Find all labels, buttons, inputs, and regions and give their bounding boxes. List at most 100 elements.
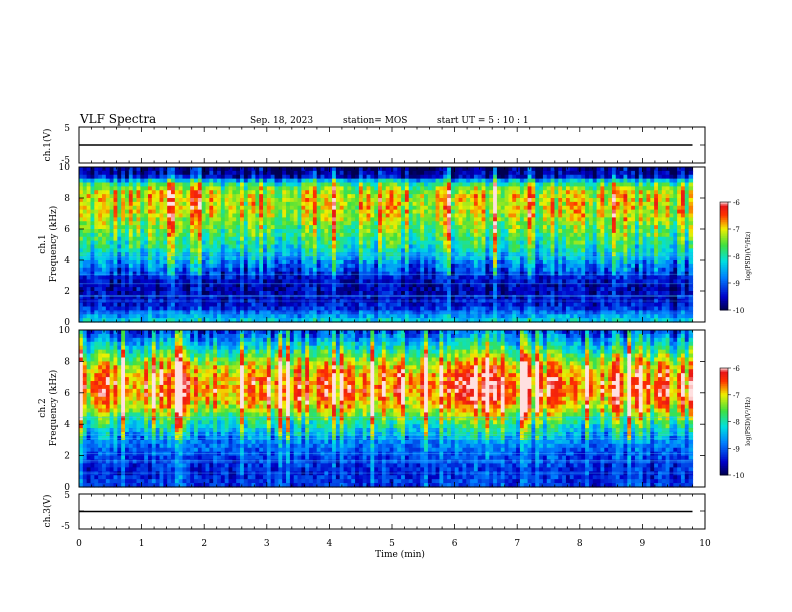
ch1-spectrogram-cell bbox=[431, 201, 437, 207]
ch1-spectrogram-cell bbox=[539, 170, 544, 176]
ch1-spectrogram-cell bbox=[82, 198, 88, 203]
ch1-spectrogram-cell bbox=[539, 310, 544, 315]
ch1-spectrogram-cell bbox=[489, 174, 494, 180]
ch1-spectrogram-cell bbox=[343, 225, 348, 230]
ch1-spectrogram-cell bbox=[404, 167, 410, 172]
ch1-spectrogram-cell bbox=[335, 302, 341, 308]
ch1-spectrogram-cell bbox=[98, 263, 103, 269]
ch1-spectrogram-cell bbox=[473, 263, 479, 269]
ch1-spectrogram-cell bbox=[466, 194, 471, 199]
ch1-spectrogram-cell bbox=[393, 209, 398, 215]
ch1-spectrogram-cell bbox=[496, 291, 502, 296]
ch1-spectrogram-cell bbox=[312, 260, 318, 265]
ch1-spectrogram-cell bbox=[512, 201, 517, 207]
ch1-spectrogram-cell bbox=[90, 248, 95, 253]
ch1-spectrogram-cell bbox=[263, 182, 268, 187]
ch1-spectrogram-cell bbox=[358, 182, 364, 187]
ch1-spectrogram-cell bbox=[82, 174, 88, 180]
ch1-spectrogram-cell bbox=[213, 306, 218, 311]
ch1-spectrogram-cell bbox=[121, 209, 126, 215]
ch1-spectrogram-cell bbox=[332, 217, 337, 222]
ch1-spectrogram-cell bbox=[297, 174, 302, 180]
ch1-spectrogram-cell bbox=[443, 186, 448, 191]
ch1-spectrogram-cell bbox=[293, 244, 299, 249]
ch1-spectrogram-cell bbox=[312, 178, 318, 184]
ch1-spectrogram-cell bbox=[458, 310, 464, 315]
ch1-spectrogram-cell bbox=[343, 314, 348, 319]
ch1-spectrogram-cell bbox=[197, 252, 203, 257]
ch1-spectrogram-cell bbox=[178, 229, 184, 234]
ch1-spectrogram-cell bbox=[90, 170, 95, 176]
ch1-spectrogram-cell bbox=[228, 221, 233, 226]
ch1-spectrogram-cell bbox=[171, 310, 176, 315]
ch1-spectrogram-cell bbox=[121, 260, 126, 265]
ch1-spectrogram-cell bbox=[431, 271, 437, 277]
ch1-spectrogram-cell bbox=[194, 263, 199, 269]
ch1-spectrogram-cell bbox=[466, 256, 471, 261]
ch1-spectrogram-cell bbox=[305, 256, 310, 261]
ch1-spectrogram-cell bbox=[105, 178, 111, 184]
ch1-spectrogram-cell bbox=[312, 186, 318, 191]
ch1-spectrogram-cell bbox=[527, 186, 533, 191]
ch1-spectrogram-cell bbox=[504, 178, 510, 184]
ch1-spectrogram-cell bbox=[454, 291, 460, 296]
ch1-spectrogram-cell bbox=[328, 252, 333, 257]
ch1-spectrogram-cell bbox=[86, 248, 92, 253]
ch1-spectrogram-cell bbox=[447, 267, 452, 273]
ch1-spectrogram-cell bbox=[190, 306, 195, 311]
ch1-spectrogram-cell bbox=[531, 271, 536, 277]
ch1-spectrogram-cell bbox=[431, 236, 437, 242]
ch1-spectrogram-cell bbox=[416, 263, 421, 269]
ch1-spectrogram-cell bbox=[274, 291, 279, 296]
ch1-spectrogram-cell bbox=[282, 306, 287, 311]
ch1-spectrogram-cell bbox=[128, 314, 134, 319]
ch1-spectrogram-cell bbox=[397, 167, 402, 172]
ch1-spectrogram-cell bbox=[351, 283, 356, 288]
ch1-spectrogram-cell bbox=[454, 267, 460, 273]
ch1-spectrogram-cell bbox=[182, 178, 187, 184]
ch1-spectrogram-cell bbox=[458, 306, 464, 311]
ch1-spectrogram-cell bbox=[263, 271, 268, 277]
ch1-spectrogram-cell bbox=[473, 314, 479, 319]
ch1-spectrogram-cell bbox=[79, 267, 84, 273]
ch1-spectrogram-cell bbox=[286, 283, 291, 288]
ch1-spectrogram-cell bbox=[209, 225, 214, 230]
ch1-spectrogram-cell bbox=[293, 314, 299, 319]
ch1-spectrogram-cell bbox=[504, 310, 510, 315]
ch1-spectrogram-cell bbox=[259, 221, 264, 226]
ch1-spectrogram-cell bbox=[427, 205, 433, 211]
ch1-spectrogram-cell bbox=[263, 294, 268, 300]
ch1-spectrogram-cell bbox=[401, 294, 406, 300]
ch1-spectrogram-cell bbox=[523, 201, 529, 207]
ch1-spectrogram-cell bbox=[431, 306, 437, 311]
ch1-spectrogram-cell bbox=[186, 271, 191, 277]
ch1-spectrogram-cell bbox=[236, 178, 241, 184]
ch1-spectrogram-cell bbox=[121, 213, 126, 218]
ch1-spectrogram-cell bbox=[174, 205, 180, 211]
ch1-spectrogram-cell bbox=[516, 225, 521, 230]
ch1-spectrogram-cell bbox=[102, 213, 107, 218]
ch1-spectrogram-cell bbox=[439, 209, 444, 215]
ch1-spectrogram-cell bbox=[305, 209, 310, 215]
ch1-spectrogram-cell bbox=[485, 248, 490, 253]
ch1-spectrogram-cell bbox=[178, 263, 184, 269]
ch1-spectrogram-cell bbox=[263, 240, 268, 246]
ch1-spectrogram-cell bbox=[312, 248, 318, 253]
ch1-spectrogram-cell bbox=[523, 248, 529, 253]
ch1-spectrogram-cell bbox=[155, 283, 161, 288]
ch1-spectrogram-cell bbox=[213, 174, 218, 180]
ch1-spectrogram-cell bbox=[205, 279, 210, 284]
ch1-spectrogram-cell bbox=[381, 198, 387, 203]
ch1-spectrogram-cell bbox=[370, 167, 375, 172]
ch1-spectrogram-cell bbox=[293, 240, 299, 246]
ch1-spectrogram-cell bbox=[282, 232, 287, 238]
ch1-spectrogram-cell bbox=[167, 252, 172, 257]
ch1-spectrogram-cell bbox=[424, 229, 429, 234]
ch1-spectrogram-cell bbox=[374, 198, 379, 203]
ch1-spectrogram-cell bbox=[539, 279, 544, 284]
ch1-spectrogram-cell bbox=[496, 186, 502, 191]
ch1-spectrogram-cell bbox=[136, 252, 141, 257]
ch1-spectrogram-cell bbox=[462, 263, 467, 269]
ch1-spectrogram-cell bbox=[332, 194, 337, 199]
ch1-spectrogram-cell bbox=[102, 217, 107, 222]
